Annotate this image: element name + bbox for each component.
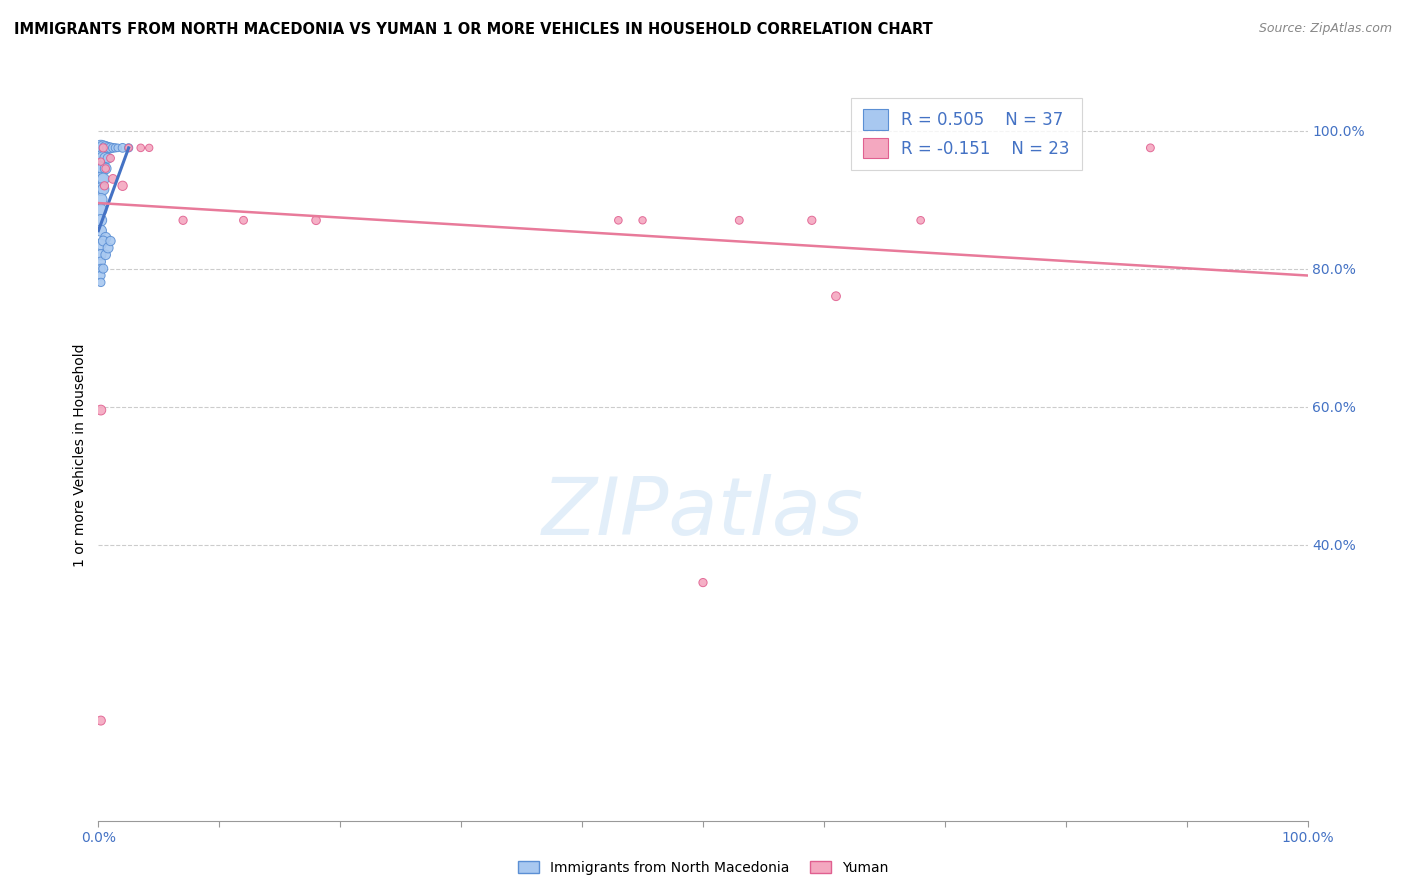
Point <box>118 141 141 155</box>
Point <box>90 182 112 196</box>
Point <box>91 172 114 186</box>
Point <box>94 161 117 176</box>
Point <box>107 141 129 155</box>
Point <box>91 141 114 155</box>
Point <box>90 141 112 155</box>
Point <box>94 161 117 176</box>
Point <box>607 213 630 227</box>
Point <box>90 202 112 217</box>
Point <box>111 178 134 193</box>
Point <box>825 289 848 303</box>
Point <box>94 141 117 155</box>
Point <box>800 213 823 227</box>
Point <box>90 154 112 169</box>
Point <box>94 230 117 244</box>
Y-axis label: 1 or more Vehicles in Household: 1 or more Vehicles in Household <box>73 343 87 566</box>
Point <box>1139 141 1161 155</box>
Point <box>97 241 120 255</box>
Point <box>93 178 115 193</box>
Point <box>90 403 112 417</box>
Point <box>90 714 112 728</box>
Point <box>94 248 117 262</box>
Point <box>104 141 127 155</box>
Text: IMMIGRANTS FROM NORTH MACEDONIA VS YUMAN 1 OR MORE VEHICLES IN HOUSEHOLD CORRELA: IMMIGRANTS FROM NORTH MACEDONIA VS YUMAN… <box>14 22 932 37</box>
Point <box>91 151 114 165</box>
Point <box>118 141 141 155</box>
Point <box>138 141 160 155</box>
Point <box>91 234 114 248</box>
Point <box>97 151 120 165</box>
Point <box>100 141 122 155</box>
Point <box>91 261 114 276</box>
Point <box>692 575 714 590</box>
Point <box>90 254 112 268</box>
Point <box>631 213 654 227</box>
Point <box>90 268 112 283</box>
Point <box>305 213 328 227</box>
Point <box>111 141 134 155</box>
Point <box>232 213 254 227</box>
Point <box>90 193 112 207</box>
Point <box>91 182 114 196</box>
Point <box>90 224 112 238</box>
Point <box>90 151 112 165</box>
Point <box>90 172 112 186</box>
Point <box>101 141 124 155</box>
Point <box>90 276 112 290</box>
Point <box>910 213 932 227</box>
Point <box>91 161 114 176</box>
Point <box>90 248 112 262</box>
Point <box>94 151 117 165</box>
Point <box>90 161 112 176</box>
Point <box>100 151 122 165</box>
Legend: Immigrants from North Macedonia, Yuman: Immigrants from North Macedonia, Yuman <box>512 855 894 880</box>
Point <box>97 141 120 155</box>
Legend: R = 0.505    N = 37, R = -0.151    N = 23: R = 0.505 N = 37, R = -0.151 N = 23 <box>852 97 1081 169</box>
Point <box>172 213 194 227</box>
Text: Source: ZipAtlas.com: Source: ZipAtlas.com <box>1258 22 1392 36</box>
Point <box>90 213 112 227</box>
Point <box>90 237 112 252</box>
Point <box>100 234 122 248</box>
Point <box>90 261 112 276</box>
Text: ZIPatlas: ZIPatlas <box>541 475 865 552</box>
Point <box>129 141 152 155</box>
Point <box>101 172 124 186</box>
Point <box>91 141 114 155</box>
Point <box>728 213 751 227</box>
